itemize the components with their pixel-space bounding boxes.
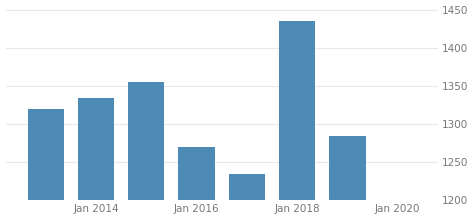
Bar (27, 109, 64, 200)
Bar (329, 136, 365, 200)
Bar (279, 22, 315, 200)
Bar (229, 174, 265, 200)
Bar (179, 147, 215, 200)
Bar (78, 97, 114, 200)
Bar (128, 82, 164, 200)
